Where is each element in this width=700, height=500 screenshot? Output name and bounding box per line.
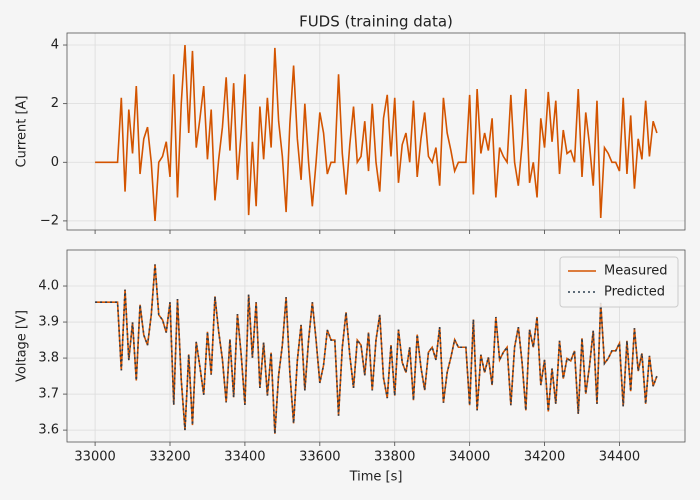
x-tick-label: 33800	[374, 450, 415, 465]
legend-label: Measured	[604, 264, 668, 279]
y-axis-label: Voltage [V]	[15, 310, 30, 382]
chart-title: FUDS (training data)	[299, 13, 453, 31]
axes-frame	[66, 249, 686, 443]
y-tick-label: −2	[40, 213, 59, 228]
x-tick-label: 33200	[149, 450, 190, 465]
x-tick-label: 33000	[74, 450, 115, 465]
axes-frame	[66, 32, 686, 231]
y-axis-label: Current [A]	[15, 96, 30, 168]
y-tick-label: 2	[51, 96, 59, 111]
y-tick-label: 4.0	[38, 279, 59, 294]
y-tick-label: 3.6	[38, 423, 59, 438]
data-line	[95, 264, 658, 434]
x-tick-label: 33600	[299, 450, 340, 465]
y-tick-label: 0	[51, 155, 59, 170]
y-tick-label: 3.7	[38, 387, 59, 402]
x-tick-label: 33400	[224, 450, 265, 465]
legend-box	[559, 256, 679, 308]
plot-area	[67, 33, 685, 230]
x-tick-label: 34400	[599, 450, 640, 465]
x-axis-label: Time [s]	[349, 470, 403, 485]
y-tick-label: 3.9	[38, 315, 59, 330]
x-tick-label: 34200	[524, 450, 565, 465]
legend-label: Predicted	[604, 285, 665, 300]
x-tick-label: 34000	[449, 450, 490, 465]
data-line	[95, 44, 658, 221]
y-tick-label: 4	[51, 38, 59, 53]
y-tick-label: 3.8	[38, 351, 59, 366]
